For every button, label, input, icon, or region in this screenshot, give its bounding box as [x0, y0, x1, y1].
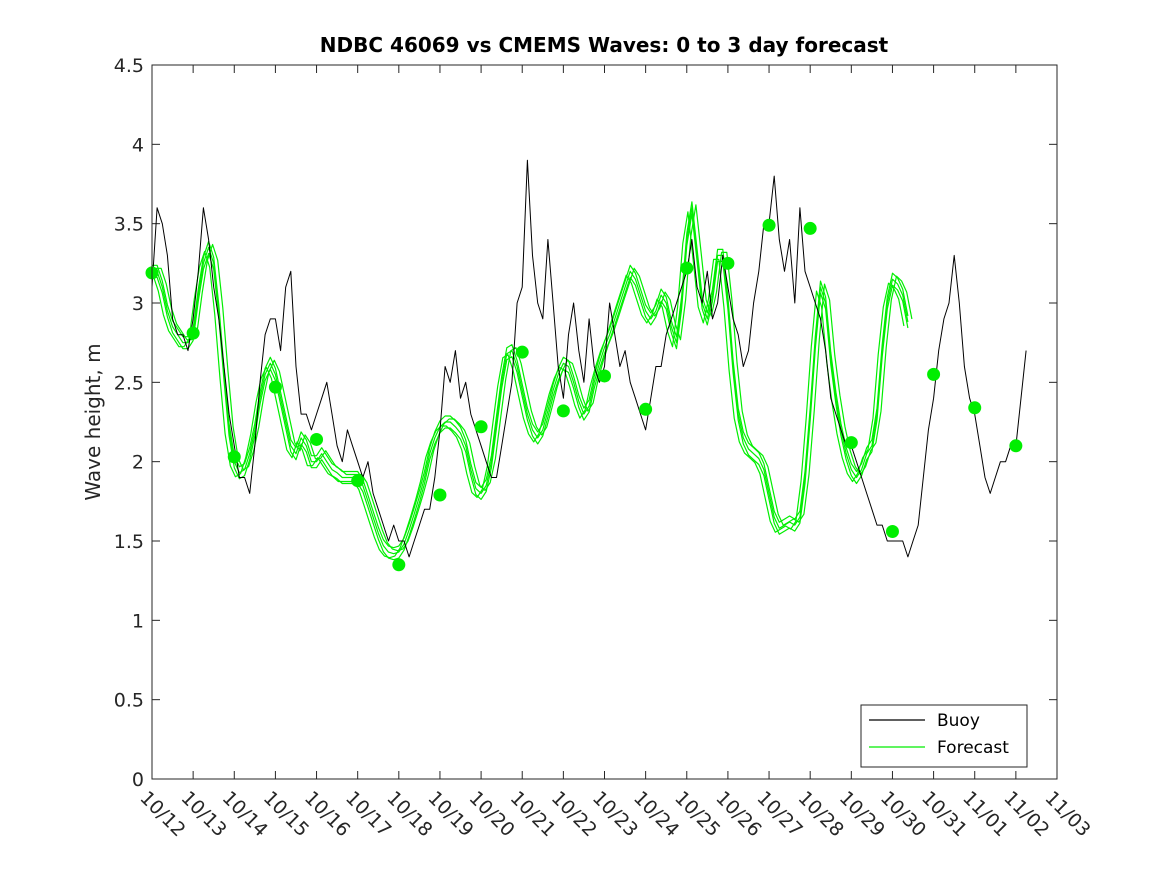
- y-axis-ticks: 0 0.5 1 1.5 2 2.5 3 3.5 4 4.5: [114, 55, 1057, 791]
- forecast-line-run-4: [156, 204, 913, 552]
- forecast-marker: [1009, 439, 1023, 453]
- y-tick-label: 2.5: [114, 372, 144, 394]
- buoy-line: [151, 159, 1027, 558]
- y-axis-label: Wave height, m: [81, 343, 105, 500]
- y-tick-label: 3.5: [114, 214, 144, 236]
- forecast-marker: [844, 436, 858, 450]
- buoy-series: [151, 159, 1027, 558]
- y-tick-label: 0: [132, 769, 144, 791]
- forecast-marker: [803, 221, 817, 235]
- forecast-marker: [392, 558, 406, 572]
- y-tick-label: 4: [132, 134, 144, 156]
- y-tick-label: 0.5: [114, 690, 144, 712]
- forecast-marker: [433, 488, 447, 502]
- forecast-marker: [968, 401, 982, 415]
- y-tick-label: 1.5: [114, 531, 144, 553]
- forecast-marker: [474, 420, 488, 434]
- legend-box: [860, 704, 1028, 768]
- axes-box: [151, 64, 1058, 780]
- forecast-marker: [721, 256, 735, 270]
- forecast-marker: [351, 474, 365, 488]
- forecast-line-run-2: [152, 201, 909, 549]
- forecast-marker: [639, 402, 653, 416]
- legend-label-forecast: Forecast: [937, 738, 1009, 758]
- forecast-marker: [515, 345, 529, 359]
- forecast-marker: [310, 432, 324, 446]
- forecast-marker: [598, 369, 611, 383]
- y-tick-label: 3: [132, 293, 144, 315]
- plot-area: [152, 65, 1057, 779]
- y-tick-label: 4.5: [114, 55, 144, 77]
- y-tick-label: 2: [132, 452, 144, 474]
- legend: Buoy Forecast: [860, 704, 1028, 768]
- forecast-marker: [186, 326, 200, 340]
- forecast-marker: [885, 524, 899, 538]
- forecast-marker: [227, 450, 241, 464]
- legend-label-buoy: Buoy: [937, 711, 980, 731]
- forecast-marker: [556, 404, 570, 418]
- forecast-marker: [680, 261, 694, 275]
- forecast-marker: [268, 380, 282, 394]
- y-tick-label: 1: [132, 610, 144, 632]
- forecast-markers: [145, 218, 1023, 572]
- forecast-marker: [762, 218, 776, 232]
- chart-title: NDBC 46069 vs CMEMS Waves: 0 to 3 day fo…: [320, 33, 889, 57]
- forecast-marker: [927, 367, 941, 381]
